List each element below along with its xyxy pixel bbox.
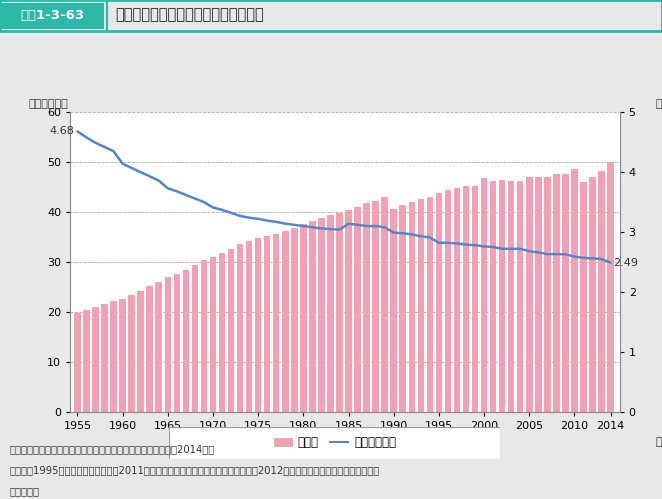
Text: （年）: （年） bbox=[655, 437, 662, 447]
Text: 我が国の世帯数と平均世帯人員の推移: 我が国の世帯数と平均世帯人員の推移 bbox=[115, 7, 264, 22]
Text: る。: る。 bbox=[10, 486, 40, 496]
Bar bbox=[264, 236, 271, 412]
Text: （人）: （人） bbox=[655, 99, 662, 109]
Bar bbox=[246, 241, 252, 412]
Bar bbox=[517, 181, 524, 412]
Text: （百万世帯）: （百万世帯） bbox=[29, 99, 69, 109]
Bar bbox=[472, 186, 478, 412]
Bar bbox=[101, 304, 108, 412]
Bar bbox=[571, 169, 578, 412]
Bar bbox=[346, 210, 352, 412]
Bar bbox=[309, 221, 316, 412]
Bar bbox=[173, 274, 180, 412]
Bar bbox=[165, 277, 171, 412]
Bar bbox=[318, 218, 324, 412]
Bar bbox=[237, 244, 244, 412]
Text: 図表1-3-63: 図表1-3-63 bbox=[21, 8, 85, 21]
Bar bbox=[544, 177, 551, 412]
Bar bbox=[445, 190, 451, 412]
Bar bbox=[589, 177, 596, 412]
Bar bbox=[408, 202, 415, 412]
Text: 資料：厚生労働省大臣官房統計情報部「国民生活基礎調査」（2014年）: 資料：厚生労働省大臣官房統計情報部「国民生活基礎調査」（2014年） bbox=[10, 444, 215, 454]
Bar bbox=[1, 2, 104, 29]
Bar bbox=[282, 231, 289, 412]
Bar bbox=[218, 253, 225, 412]
Bar bbox=[607, 162, 614, 412]
Bar bbox=[183, 270, 189, 412]
Bar bbox=[336, 213, 343, 412]
Text: 2.49: 2.49 bbox=[613, 257, 638, 267]
Bar bbox=[490, 181, 496, 412]
Bar bbox=[481, 178, 487, 412]
Bar bbox=[228, 249, 234, 412]
Bar bbox=[391, 209, 397, 412]
Bar bbox=[381, 197, 388, 412]
Bar bbox=[111, 301, 117, 412]
Text: 4.68: 4.68 bbox=[50, 126, 75, 136]
Bar bbox=[191, 265, 198, 412]
Bar bbox=[363, 203, 370, 412]
Bar bbox=[83, 310, 89, 412]
Bar bbox=[156, 282, 162, 412]
Bar bbox=[138, 291, 144, 412]
Bar bbox=[119, 299, 126, 412]
Bar bbox=[372, 201, 379, 412]
Bar bbox=[146, 286, 153, 412]
Bar bbox=[535, 177, 542, 412]
Bar bbox=[436, 193, 442, 412]
Bar bbox=[128, 295, 135, 412]
Bar bbox=[453, 188, 460, 412]
Bar bbox=[399, 205, 406, 412]
Bar bbox=[354, 207, 361, 412]
Bar bbox=[499, 180, 505, 412]
Bar bbox=[580, 182, 587, 412]
Bar bbox=[300, 224, 307, 412]
Bar bbox=[463, 186, 469, 412]
Bar bbox=[553, 174, 559, 412]
Bar bbox=[210, 257, 216, 412]
Bar bbox=[255, 238, 261, 412]
Bar bbox=[418, 199, 424, 412]
Text: （注）　1995年の数値は兵庫県を、2011年の数値は岩手県、宮城県及び福島県を、2012年の数値は福島県を除いたものであ: （注） 1995年の数値は兵庫県を、2011年の数値は岩手県、宮城県及び福島県を… bbox=[10, 465, 380, 475]
Bar bbox=[562, 174, 569, 412]
Bar bbox=[327, 215, 334, 412]
Bar bbox=[92, 307, 99, 412]
Bar bbox=[273, 234, 279, 412]
Bar bbox=[74, 313, 81, 412]
Legend: 世帯数, 平均世帯人員: 世帯数, 平均世帯人員 bbox=[269, 432, 401, 454]
Bar bbox=[508, 181, 514, 412]
Bar bbox=[526, 177, 532, 412]
Bar bbox=[291, 228, 297, 412]
Bar bbox=[598, 171, 605, 412]
Bar bbox=[426, 197, 433, 412]
Bar bbox=[201, 260, 207, 412]
